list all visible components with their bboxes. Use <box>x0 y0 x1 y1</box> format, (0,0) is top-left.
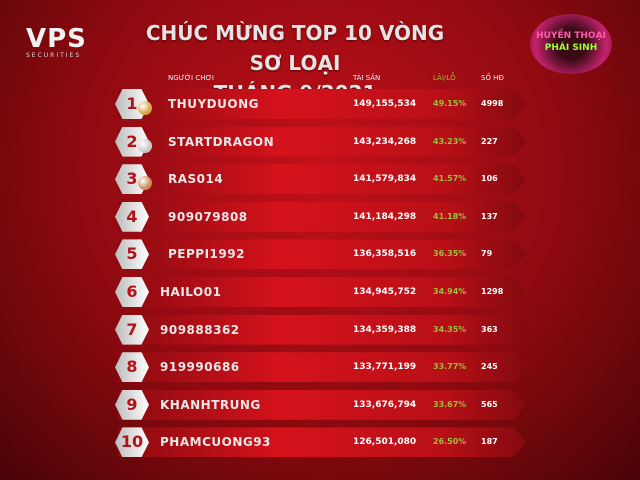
title-line-1: CHÚC MỪNG TOP 10 VÒNG SƠ LOẠI <box>145 21 445 75</box>
player-pnl: 34.94% <box>433 287 467 296</box>
leaderboard-row <box>118 277 526 307</box>
player-assets: 136,358,516 <box>353 249 417 260</box>
player-contracts: 245 <box>481 362 498 372</box>
player-contracts: 79 <box>481 249 493 259</box>
medal-icon <box>138 138 152 153</box>
header-assets: TÀI SẢN <box>353 74 381 82</box>
player-pnl: 49.15% <box>433 99 467 108</box>
medal-icon <box>138 101 152 115</box>
header-player: NGƯỜI CHƠI <box>168 74 214 82</box>
player-name: 919990686 <box>160 360 240 375</box>
rank-badge: 10 <box>115 427 149 458</box>
rank-badge: 6 <box>115 277 149 307</box>
player-contracts: 565 <box>481 399 498 409</box>
player-pnl: 34.35% <box>433 324 467 334</box>
player-contracts: 106 <box>481 174 498 184</box>
player-assets: 133,771,199 <box>353 362 417 373</box>
badge-line-1: HUYỀN THOẠI <box>536 31 606 41</box>
player-name: RAS014 <box>168 172 224 187</box>
rank-badge: 5 <box>115 239 149 270</box>
player-assets: 149,155,534 <box>353 99 417 109</box>
player-contracts: 137 <box>481 211 498 221</box>
player-name: HAILO01 <box>160 285 222 299</box>
player-name: THUYDUONG <box>168 97 259 111</box>
player-assets: 134,359,388 <box>353 324 417 335</box>
leaderboard-row <box>118 239 526 270</box>
rank-badge: 4 <box>115 201 149 232</box>
event-badge: HUYỀN THOẠI PHÁI SINH <box>530 14 612 74</box>
badge-line-2: PHÁI SINH <box>544 43 598 53</box>
player-pnl: 36.35% <box>433 249 467 259</box>
brand-name: VPS <box>26 24 87 54</box>
player-name: STARTDRAGON <box>168 134 275 149</box>
leaderboard-row <box>118 201 526 232</box>
player-assets: 143,234,268 <box>353 136 417 147</box>
player-contracts: 227 <box>481 136 498 146</box>
player-pnl: 41.18% <box>433 211 467 221</box>
player-name: 909888362 <box>160 322 240 337</box>
player-assets: 133,676,794 <box>353 399 417 410</box>
player-assets: 141,184,298 <box>353 211 417 222</box>
leaderboard-row <box>118 427 526 458</box>
player-pnl: 26.50% <box>433 437 467 447</box>
player-contracts: 187 <box>481 437 498 447</box>
header-pnl: LÃI/LỖ <box>433 74 456 82</box>
player-pnl: 33.67% <box>433 399 467 409</box>
player-assets: 126,501,080 <box>353 437 417 448</box>
header-contracts: SỐ HĐ <box>481 74 504 82</box>
player-name: PHAMCUONG93 <box>160 435 271 450</box>
player-pnl: 41.57% <box>433 174 467 184</box>
player-contracts: 4998 <box>481 99 504 108</box>
rank-badge: 9 <box>115 389 149 420</box>
rank-badge: 7 <box>115 314 149 345</box>
player-contracts: 363 <box>481 324 498 334</box>
player-contracts: 1298 <box>481 287 504 296</box>
leaderboard-row <box>118 314 526 345</box>
leaderboard-row <box>118 164 526 195</box>
brand-tagline: SECURITIES <box>26 52 82 59</box>
player-assets: 141,579,834 <box>353 174 417 185</box>
player-name: KHANHTRUNG <box>160 397 261 412</box>
player-name: PEPPI1992 <box>168 247 245 262</box>
leaderboard-row <box>118 126 526 157</box>
player-assets: 134,945,752 <box>353 287 417 297</box>
rank-badge: 8 <box>115 352 149 383</box>
player-pnl: 43.23% <box>433 136 467 146</box>
leaderboard-row <box>118 89 526 119</box>
medal-icon <box>138 176 152 191</box>
player-pnl: 33.77% <box>433 362 467 372</box>
leaderboard-row <box>118 352 526 383</box>
leaderboard-row <box>118 389 526 420</box>
player-name: 909079808 <box>168 209 248 224</box>
vps-logo: VPS SECURITIES <box>26 24 106 59</box>
